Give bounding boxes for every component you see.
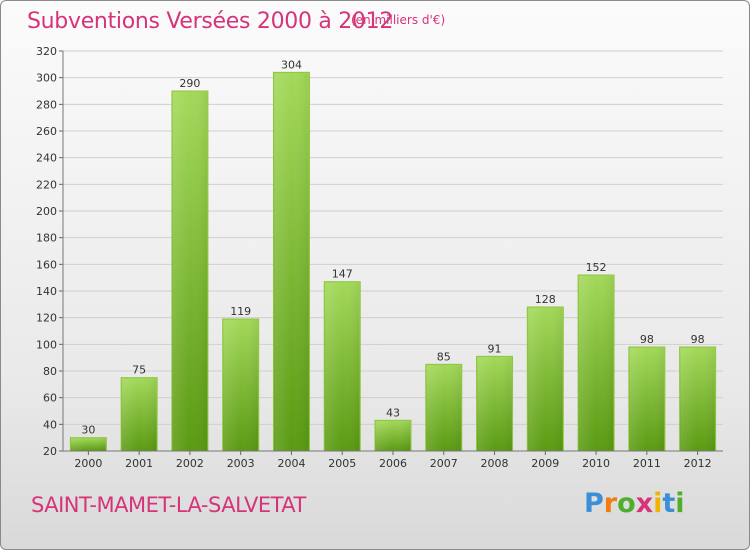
x-tick-label: 2001: [125, 457, 153, 470]
x-tick-label: 2012: [684, 457, 712, 470]
bar-shade-2010: [579, 276, 614, 451]
bar-shade-2011: [629, 348, 664, 451]
bar-shade-2008: [477, 357, 512, 451]
bar-value-label: 304: [281, 58, 302, 71]
x-tick-label: 2000: [74, 457, 102, 470]
bar-value-label: 290: [179, 77, 200, 90]
proxiti-logo: Proxiti: [584, 488, 685, 519]
x-tick-label: 2008: [481, 457, 509, 470]
x-tick-label: 2003: [227, 457, 255, 470]
y-tick-label: 140: [36, 285, 57, 298]
bar-value-label: 98: [640, 333, 654, 346]
x-tick-label: 2005: [328, 457, 356, 470]
x-tick-label: 2006: [379, 457, 407, 470]
y-tick-label: 120: [36, 312, 57, 325]
bar-value-label: 98: [691, 333, 705, 346]
bar-value-label: 30: [81, 424, 95, 437]
y-tick-label: 100: [36, 338, 57, 351]
x-tick-label: 2002: [176, 457, 204, 470]
y-tick-label: 320: [36, 45, 57, 58]
y-tick-label: 160: [36, 258, 57, 271]
y-tick-label: 80: [43, 365, 57, 378]
y-tick-label: 220: [36, 178, 57, 191]
x-tick-label: 2011: [633, 457, 661, 470]
bar-shade-2012: [680, 348, 715, 451]
bar-shade-2006: [376, 421, 410, 451]
x-tick-label: 2010: [582, 457, 610, 470]
bar-shade-2003: [223, 320, 258, 451]
chart-title: Subventions Versées 2000 à 2012: [27, 9, 394, 34]
bar-value-label: 85: [437, 350, 451, 363]
bar-value-label: 128: [535, 293, 556, 306]
bar-value-label: 75: [132, 364, 146, 377]
bar-shade-2000: [71, 438, 106, 451]
y-tick-label: 20: [43, 445, 57, 458]
bar-value-label: 91: [488, 342, 502, 355]
bar-value-label: 152: [586, 261, 607, 274]
x-tick-label: 2007: [430, 457, 458, 470]
y-tick-label: 180: [36, 232, 57, 245]
bar-value-label: 147: [332, 268, 353, 281]
grid-layer: [63, 50, 723, 452]
y-tick-label: 300: [36, 72, 57, 85]
bar-shade-2002: [172, 92, 207, 451]
y-tick-label: 280: [36, 98, 57, 111]
bar-value-label: 119: [230, 305, 251, 318]
bar-layer: [69, 71, 717, 452]
x-tick-label: 2004: [277, 457, 305, 470]
bar-shade-2009: [528, 308, 563, 451]
bar-shade-2004: [274, 73, 309, 451]
y-tick-label: 240: [36, 152, 57, 165]
chart-subtitle: (en milliers d'€): [351, 13, 446, 27]
bar-shade-2007: [426, 365, 461, 451]
axis-layer: 20 40 60 80 100 120 140 160 180 200 220 240 260 280 30…: [36, 45, 723, 470]
y-tick-label: 200: [36, 205, 57, 218]
bar-value-label: 43: [386, 406, 400, 419]
y-tick-label: 40: [43, 418, 57, 431]
bar-shade-2005: [325, 282, 360, 451]
commune-name: SAINT-MAMET-LA-SALVETAT: [31, 493, 306, 517]
y-tick-label: 60: [43, 392, 57, 405]
bar-shade-2001: [122, 378, 157, 451]
x-tick-label: 2009: [531, 457, 559, 470]
label-layer: 30 75 290 119 304 147 43 85 91 128 152 98 98: [81, 58, 704, 436]
y-tick-label: 260: [36, 125, 57, 138]
